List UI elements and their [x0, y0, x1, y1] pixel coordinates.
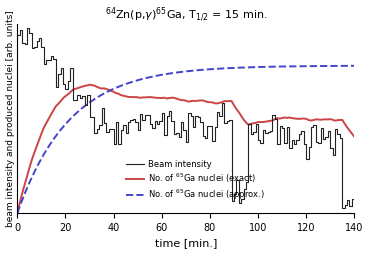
Legend: Beam intensity, No. of $^{65}$Ga nuclei (exact), No. of $^{65}$Ga nuclei (approx: Beam intensity, No. of $^{65}$Ga nuclei …	[123, 157, 269, 205]
No. of $^{65}$Ga nuclei (exact)	[87, 83, 92, 86]
X-axis label: time [min.]: time [min.]	[155, 239, 217, 248]
Line: Beam intensity: Beam intensity	[17, 28, 354, 208]
No. of $^{65}$Ga nuclei (approx.)	[289, 65, 293, 68]
No. of $^{65}$Ga nuclei (approx.)	[171, 72, 175, 75]
Beam intensity	[352, 197, 356, 200]
Beam intensity	[179, 135, 183, 138]
No. of $^{65}$Ga nuclei (approx.)	[347, 64, 351, 67]
No. of $^{65}$Ga nuclei (exact)	[15, 212, 20, 215]
No. of $^{65}$Ga nuclei (exact)	[352, 135, 356, 138]
No. of $^{65}$Ga nuclei (approx.)	[352, 64, 356, 67]
No. of $^{65}$Ga nuclei (approx.)	[131, 80, 136, 83]
No. of $^{65}$Ga nuclei (approx.)	[97, 95, 101, 98]
No. of $^{65}$Ga nuclei (exact)	[97, 86, 101, 89]
No. of $^{65}$Ga nuclei (approx.)	[15, 212, 20, 215]
No. of $^{65}$Ga nuclei (exact)	[347, 129, 352, 132]
Beam intensity	[340, 207, 344, 210]
Beam intensity	[294, 143, 299, 146]
Beam intensity	[208, 125, 212, 128]
Beam intensity	[15, 34, 20, 37]
No. of $^{65}$Ga nuclei (approx.)	[192, 69, 196, 72]
Beam intensity	[297, 138, 301, 141]
Line: No. of $^{65}$Ga nuclei (exact): No. of $^{65}$Ga nuclei (exact)	[17, 85, 354, 213]
Title: $^{64}$Zn(p,$\gamma$)$^{65}$Ga, T$_{1/2}$ = 15 min.: $^{64}$Zn(p,$\gamma$)$^{65}$Ga, T$_{1/2}…	[104, 6, 267, 24]
No. of $^{65}$Ga nuclei (exact)	[171, 96, 175, 99]
No. of $^{65}$Ga nuclei (exact)	[192, 99, 197, 102]
Line: No. of $^{65}$Ga nuclei (approx.): No. of $^{65}$Ga nuclei (approx.)	[17, 66, 354, 213]
Beam intensity	[25, 27, 29, 30]
Beam intensity	[68, 66, 72, 69]
Y-axis label: beam intensity and produced nuclei [arb. units]: beam intensity and produced nuclei [arb.…	[6, 10, 14, 227]
Beam intensity	[224, 121, 229, 124]
No. of $^{65}$Ga nuclei (exact)	[289, 116, 293, 119]
No. of $^{65}$Ga nuclei (exact)	[131, 96, 136, 99]
